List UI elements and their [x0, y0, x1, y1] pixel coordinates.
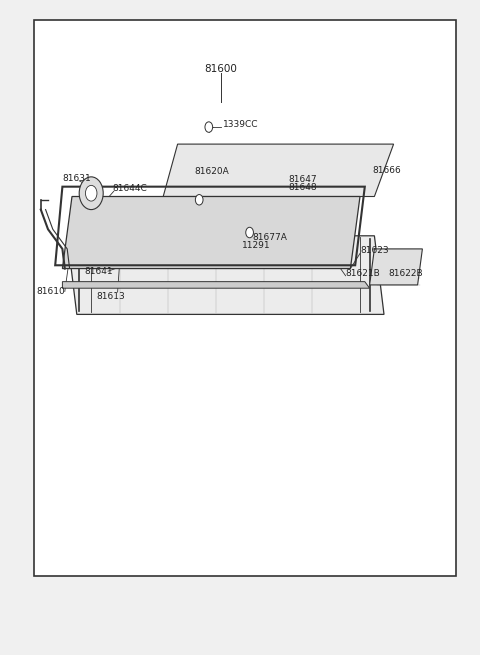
Text: 81647: 81647	[288, 175, 317, 184]
FancyBboxPatch shape	[34, 20, 456, 576]
Polygon shape	[163, 144, 394, 196]
Text: 81621B: 81621B	[346, 269, 380, 278]
Text: 81600: 81600	[204, 64, 237, 74]
Text: 81648: 81648	[288, 183, 317, 193]
Text: 81620A: 81620A	[194, 167, 229, 176]
Text: 81644C: 81644C	[113, 184, 147, 193]
Circle shape	[195, 195, 203, 205]
Circle shape	[246, 227, 253, 238]
Polygon shape	[370, 249, 422, 285]
Text: 81631: 81631	[62, 174, 91, 183]
Text: 81623: 81623	[360, 246, 389, 255]
Circle shape	[205, 122, 213, 132]
Text: 1339CC: 1339CC	[223, 120, 259, 129]
Text: 81613: 81613	[96, 291, 125, 301]
Text: 81677A: 81677A	[252, 233, 287, 242]
Text: 81666: 81666	[372, 166, 401, 175]
Text: 11291: 11291	[242, 241, 271, 250]
Text: 81610: 81610	[36, 287, 65, 296]
Polygon shape	[62, 196, 360, 269]
Circle shape	[79, 177, 103, 210]
Polygon shape	[67, 236, 384, 314]
Text: 81622B: 81622B	[389, 269, 423, 278]
Polygon shape	[62, 282, 370, 288]
Circle shape	[85, 185, 97, 201]
Text: 81641: 81641	[84, 267, 113, 276]
